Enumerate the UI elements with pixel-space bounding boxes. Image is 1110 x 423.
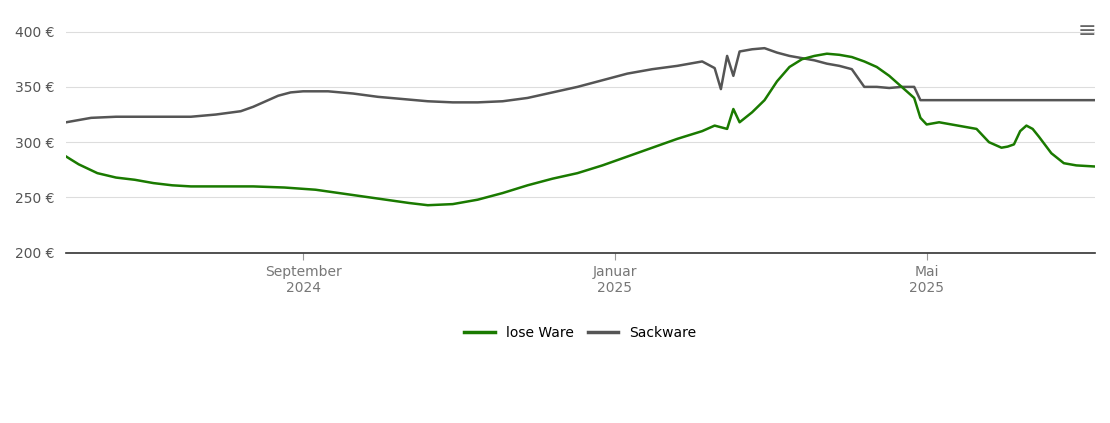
Legend: lose Ware, Sackware: lose Ware, Sackware bbox=[458, 321, 703, 346]
Text: ≡: ≡ bbox=[1078, 21, 1097, 41]
